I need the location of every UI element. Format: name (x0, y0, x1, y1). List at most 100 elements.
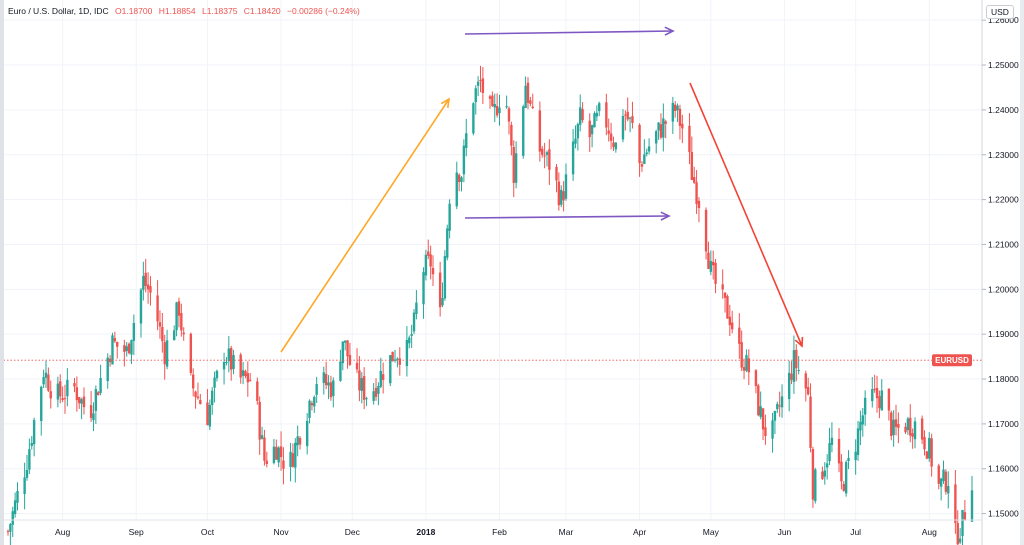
candle-body (688, 125, 691, 153)
candle-body (659, 124, 663, 138)
candle-body (787, 372, 791, 400)
candle-body (431, 267, 435, 275)
candle-body (260, 435, 264, 439)
candle-body (695, 182, 698, 204)
candle-body (560, 189, 563, 205)
candle-body (192, 374, 195, 389)
candle-body (146, 284, 150, 290)
candle-body (393, 359, 397, 361)
candle-body (424, 254, 428, 276)
candle-body (954, 484, 957, 523)
candle-body (524, 85, 527, 109)
candle-body (871, 389, 874, 402)
currency-button[interactable]: USD (986, 5, 1014, 19)
x-tick-label: Mar (559, 527, 574, 537)
resistance-arrow (464, 30, 674, 35)
y-tick-label: 1.25000 (988, 60, 1019, 70)
candle-body (362, 376, 366, 400)
candle-body (61, 398, 64, 400)
candle-body (465, 133, 468, 148)
candle-body (441, 298, 444, 306)
candle-body (49, 391, 52, 399)
candle-body (298, 437, 302, 445)
candle-body (210, 390, 214, 406)
candle-body (804, 373, 807, 389)
candle-body (892, 419, 895, 436)
candle-body (970, 490, 974, 522)
candle-body (246, 373, 250, 383)
candle-body (315, 384, 318, 395)
x-tick-label: 2018 (416, 527, 435, 537)
candle-body (6, 531, 10, 533)
candle-body (773, 410, 777, 421)
candle-body (529, 100, 532, 104)
time-axis[interactable]: Aug Sep Oct Nov Dec 2018 Feb Mar Apr May Jun Jul Aug (55, 527, 937, 537)
downtrend-arrow-head (794, 336, 804, 348)
candle-body (847, 457, 850, 461)
candle-body (721, 284, 724, 290)
candle-body (127, 343, 131, 354)
candle-body (709, 260, 713, 272)
candle-body (607, 130, 610, 134)
candle-body (821, 471, 824, 480)
candle-body (308, 400, 311, 418)
candle-body (80, 399, 83, 404)
candle-body (875, 387, 879, 399)
candle-body (396, 358, 399, 360)
uptrend-arrow-head (440, 97, 451, 109)
candle-body (579, 107, 582, 125)
candle-body (574, 138, 577, 144)
candle-body (443, 256, 447, 299)
candle-body (944, 471, 948, 492)
candle-body (341, 341, 344, 364)
candle-body (161, 326, 164, 342)
candle-body (830, 437, 834, 445)
candle-body (125, 346, 128, 351)
candle-body (389, 355, 392, 384)
candle-body (215, 370, 219, 379)
candle-body (455, 172, 458, 207)
last-price-tag: EURUSD (932, 354, 972, 367)
candle-body (199, 400, 202, 405)
candle-body (339, 361, 342, 381)
candle-body (142, 275, 145, 290)
x-tick-label: Feb (492, 527, 507, 537)
candle-body (327, 382, 330, 386)
candle-body (856, 428, 860, 456)
price-axis[interactable]: 1.15000 1.16000 1.17000 1.18000 1.19000 1.200… (982, 15, 1019, 519)
x-tick-label: Aug (922, 527, 937, 537)
candle-body (823, 470, 826, 477)
candle-body (59, 381, 62, 397)
x-tick-label: Jul (850, 527, 861, 537)
downtrend-arrow (689, 82, 803, 347)
candle-body (391, 351, 394, 362)
candle-body (745, 355, 748, 371)
candle-body (598, 103, 601, 112)
candle-body (920, 418, 924, 440)
candle-body (904, 426, 907, 433)
candle-body (343, 340, 347, 343)
candle-body (657, 122, 660, 131)
candle-body (239, 354, 242, 378)
candle-body (457, 174, 461, 183)
candle-body (961, 509, 964, 537)
x-tick-label: May (703, 527, 720, 537)
candle-body (747, 358, 751, 373)
support-arrow (464, 215, 670, 219)
candle-body (123, 345, 126, 352)
candle-body (244, 371, 247, 377)
candle-body (410, 334, 413, 336)
candle-body (541, 148, 544, 155)
candle-body (555, 166, 558, 181)
candle-body (795, 349, 798, 369)
legend-open: O1.18700 (115, 6, 153, 16)
candle-body (222, 361, 226, 370)
candle-body (66, 379, 69, 397)
candle-body (522, 106, 525, 156)
candle-body (780, 396, 784, 408)
candle-body (272, 446, 276, 463)
candle-body (740, 342, 743, 368)
candle-body (446, 228, 449, 258)
candle-body (911, 433, 914, 437)
